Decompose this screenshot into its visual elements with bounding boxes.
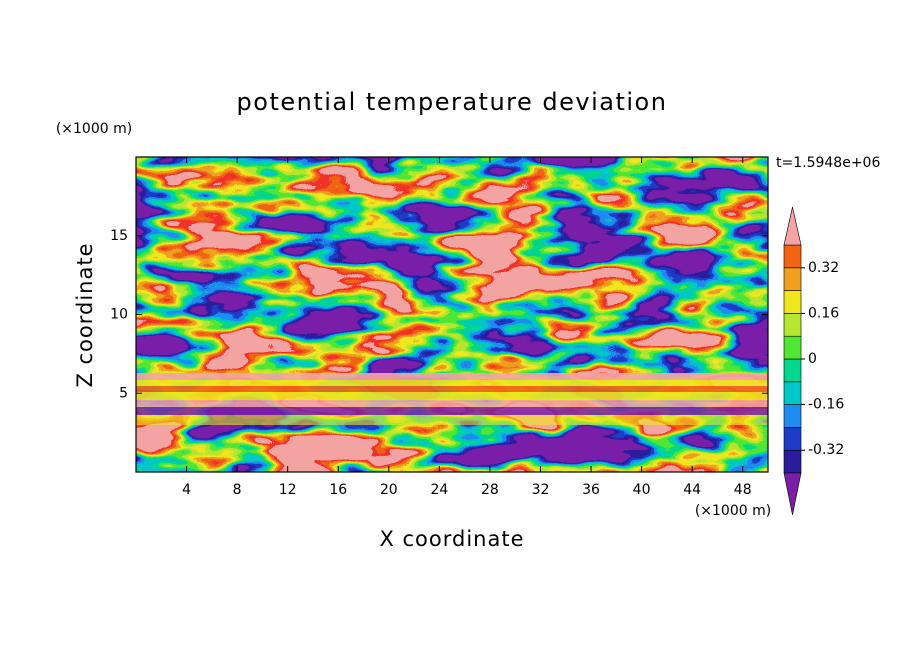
y-tick-label: 15 bbox=[110, 228, 128, 244]
field-band bbox=[136, 415, 768, 425]
field-band bbox=[136, 380, 768, 386]
y-tick-label: 10 bbox=[110, 307, 128, 323]
x-tick-label: 36 bbox=[582, 482, 600, 498]
x-tick-label: 32 bbox=[532, 482, 550, 498]
colorbar-triangle bbox=[783, 472, 802, 516]
colorbar-box bbox=[783, 267, 802, 291]
colorbar-box bbox=[783, 244, 802, 269]
x-tick-label: 24 bbox=[430, 482, 448, 498]
contour-field bbox=[136, 157, 768, 472]
colorbar-box bbox=[783, 335, 802, 360]
x-tick-label: 40 bbox=[633, 482, 651, 498]
x-tick-label: 48 bbox=[734, 482, 752, 498]
field-band bbox=[136, 392, 768, 400]
x-tick-label: 20 bbox=[380, 482, 398, 498]
chart-title: potential temperature deviation bbox=[237, 88, 668, 116]
colorbar-box bbox=[783, 381, 802, 405]
colorbar-box bbox=[783, 449, 802, 474]
colorbar-tick-label: 0.16 bbox=[808, 305, 839, 321]
x-tick-label: 28 bbox=[481, 482, 499, 498]
field-band bbox=[136, 386, 768, 392]
x-axis-label: X coordinate bbox=[379, 527, 524, 551]
colorbar-box bbox=[783, 313, 802, 337]
colorbar-box bbox=[783, 404, 802, 428]
x-tick-label: 44 bbox=[683, 482, 701, 498]
colorbar-tick-label: -0.16 bbox=[808, 397, 844, 413]
colorbar-tick-label: 0.32 bbox=[808, 260, 839, 276]
colorbar-tick-label: 0 bbox=[808, 351, 817, 367]
y-tick-label: 5 bbox=[119, 385, 128, 401]
field-band bbox=[136, 373, 768, 380]
colorbar-box bbox=[783, 290, 802, 314]
y-unit: (×1000 m) bbox=[56, 121, 132, 137]
x-tick-label: 16 bbox=[329, 482, 347, 498]
x-tick-label: 4 bbox=[182, 482, 191, 498]
colorbar-tick-label: -0.32 bbox=[808, 442, 844, 458]
field-band bbox=[136, 400, 768, 407]
x-unit: (×1000 m) bbox=[695, 503, 771, 519]
colorbar-box bbox=[783, 358, 802, 383]
x-tick-label: 8 bbox=[233, 482, 242, 498]
y-axis-label: Z coordinate bbox=[73, 242, 97, 387]
colorbar-triangle bbox=[783, 206, 802, 246]
field-band bbox=[136, 407, 768, 415]
colorbar-box bbox=[783, 427, 802, 451]
x-tick-label: 12 bbox=[279, 482, 297, 498]
time-label: t=1.5948e+06 bbox=[776, 155, 880, 171]
